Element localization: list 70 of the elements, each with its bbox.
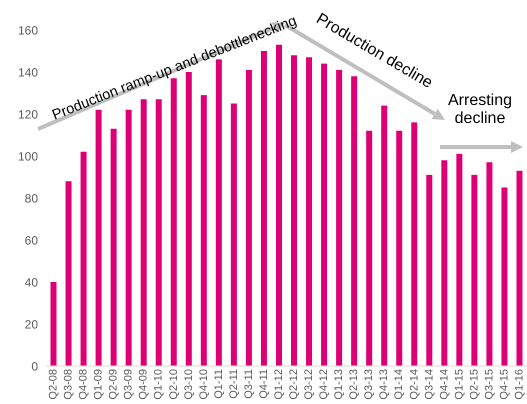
x-tick-label: Q4-10 xyxy=(198,369,210,400)
y-tick-label: 160 xyxy=(18,23,38,38)
x-tick-label: Q4-09 xyxy=(138,369,150,400)
x-tick-label: Q2-12 xyxy=(288,369,300,400)
x-tick-label: Q3-11 xyxy=(242,369,255,399)
bar xyxy=(336,70,342,366)
x-tick-label: Q4-13 xyxy=(378,369,390,400)
x-tick-label: Q2-15 xyxy=(468,369,480,400)
x-tick-label: Q2-11 xyxy=(228,369,240,399)
bar xyxy=(441,160,448,366)
y-tick-label: 100 xyxy=(18,149,38,164)
bar xyxy=(216,59,222,366)
y-tick-label: 80 xyxy=(24,191,38,206)
bar xyxy=(110,128,117,366)
x-tick-label: Q1-10 xyxy=(152,369,165,400)
x-tick-label: Q1-14 xyxy=(393,369,406,400)
bar xyxy=(471,174,478,366)
bar xyxy=(140,99,147,366)
bar xyxy=(321,64,328,366)
bar xyxy=(396,130,402,366)
x-tick-label: Q2-10 xyxy=(168,369,180,400)
bar xyxy=(126,110,132,366)
bar xyxy=(351,76,358,366)
x-tick-label: Q2-14 xyxy=(408,369,420,400)
bar xyxy=(486,162,492,366)
bar xyxy=(156,99,162,366)
bar xyxy=(200,95,207,366)
bar xyxy=(50,282,57,366)
x-tick-label: Q3-08 xyxy=(62,369,75,400)
x-tick-label: Q3-12 xyxy=(303,369,316,400)
x-tick-label: Q1-11 xyxy=(212,369,225,399)
x-tick-label: Q4-15 xyxy=(498,369,510,400)
x-tick-label: Q4-12 xyxy=(318,369,330,400)
bar xyxy=(381,106,388,366)
bar xyxy=(306,57,312,366)
bar xyxy=(411,122,418,366)
bar xyxy=(516,170,522,366)
bar xyxy=(501,188,508,366)
x-tick-label: Q3-10 xyxy=(182,369,195,400)
x-tick-label: Q1-12 xyxy=(272,369,285,400)
x-tick-label: Q3-14 xyxy=(423,369,436,400)
x-tick-label: Q2-13 xyxy=(348,369,360,400)
x-tick-label: Q3-13 xyxy=(363,369,376,400)
x-tick-label: Q3-09 xyxy=(122,369,135,400)
x-tick-label: Q1-13 xyxy=(333,369,346,400)
y-tick-label: 40 xyxy=(24,275,38,290)
x-tick-label: Q1-09 xyxy=(92,369,105,400)
x-tick-label: Q4-14 xyxy=(438,369,450,400)
x-tick-label: Q2-08 xyxy=(48,369,60,400)
y-tick-label: 120 xyxy=(18,107,38,122)
x-tick-label: Q1-16 xyxy=(513,369,526,400)
bar xyxy=(246,70,252,366)
y-tick-label: 140 xyxy=(18,65,38,80)
y-tick-label: 60 xyxy=(24,233,38,248)
bar xyxy=(426,174,432,366)
x-tick-label: Q1-15 xyxy=(453,369,466,400)
annotation: Arresting decline xyxy=(446,92,514,128)
x-tick-label: Q4-11 xyxy=(258,369,270,399)
x-tick-label: Q2-09 xyxy=(108,369,120,400)
x-tick-label: Q3-15 xyxy=(483,369,496,400)
bar xyxy=(230,104,237,366)
x-tick-label: Q4-08 xyxy=(78,369,90,400)
bar xyxy=(66,181,72,366)
bar xyxy=(80,152,87,366)
bar xyxy=(170,78,177,366)
bar xyxy=(366,130,372,366)
bar xyxy=(456,154,462,366)
bar xyxy=(186,72,192,366)
y-tick-label: 20 xyxy=(24,317,38,332)
y-tick-label: 0 xyxy=(31,359,38,374)
